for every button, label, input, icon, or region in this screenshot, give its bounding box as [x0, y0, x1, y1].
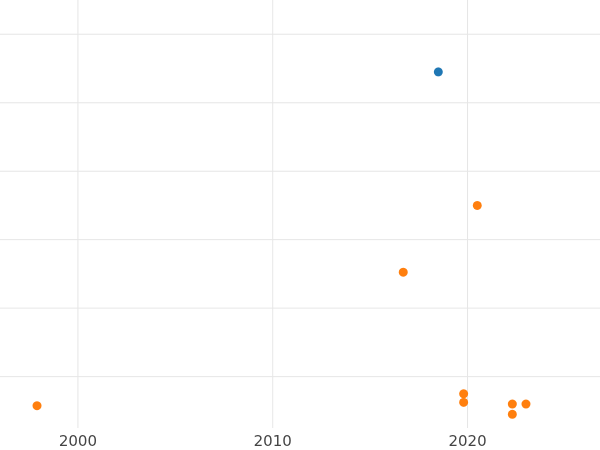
x-tick-label-2010: 2010 [254, 432, 292, 450]
data-points [32, 67, 531, 419]
vertical-gridlines [77, 0, 469, 428]
x-axis-tick-labels: 2000 2010 2020 [59, 432, 487, 450]
data-point-s1-5 [507, 399, 517, 409]
data-point-s1-0 [32, 401, 42, 411]
horizontal-gridlines [0, 33, 600, 378]
x-tick-label-2000: 2000 [59, 432, 97, 450]
data-point-s1-3 [459, 397, 469, 407]
data-point-s1-1 [398, 267, 408, 277]
data-point-s1-7 [521, 399, 531, 409]
x-tick-label-2020: 2020 [448, 432, 486, 450]
data-point-s1-2 [459, 389, 469, 399]
data-point-s1-6 [507, 409, 517, 419]
data-point-s0-0 [433, 67, 443, 77]
data-point-s1-4 [472, 200, 482, 210]
